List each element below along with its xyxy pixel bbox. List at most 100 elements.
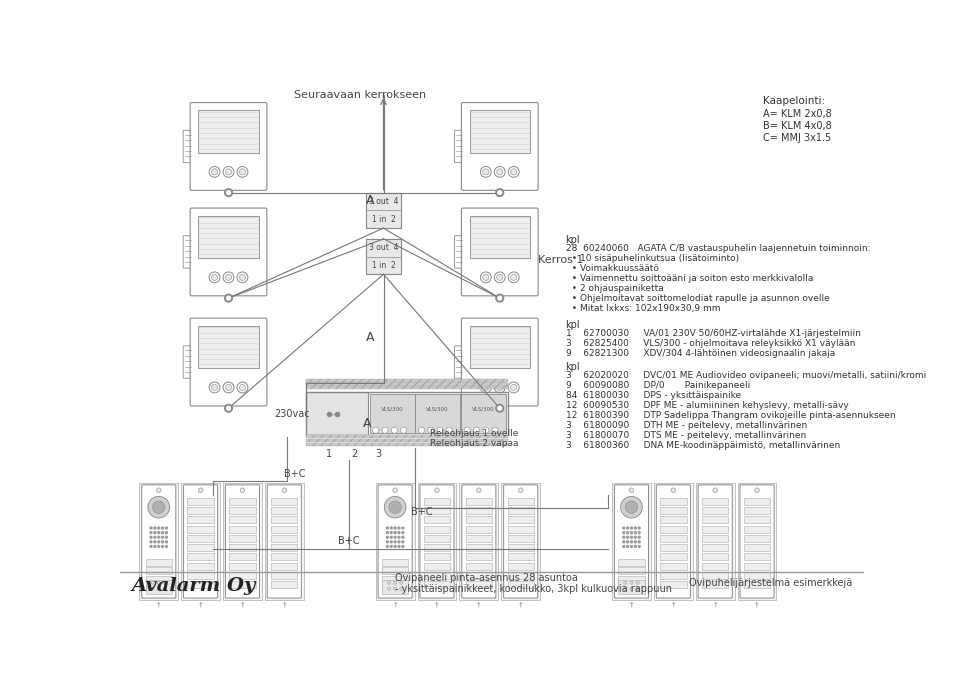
- Bar: [469, 110, 530, 153]
- Bar: [423, 526, 450, 533]
- Bar: [382, 576, 408, 583]
- Bar: [508, 554, 534, 560]
- Bar: [508, 507, 534, 514]
- Circle shape: [237, 382, 248, 393]
- Circle shape: [240, 488, 245, 493]
- FancyBboxPatch shape: [190, 103, 267, 190]
- Bar: [660, 526, 686, 533]
- Text: Releohjaus 1 ovelle: Releohjaus 1 ovelle: [430, 429, 518, 438]
- Bar: [187, 507, 214, 514]
- Bar: [306, 443, 508, 446]
- Bar: [737, 483, 777, 600]
- Circle shape: [165, 545, 167, 547]
- Text: †: †: [477, 602, 481, 608]
- Text: †: †: [394, 602, 396, 608]
- Bar: [660, 516, 686, 523]
- Circle shape: [395, 537, 396, 538]
- Circle shape: [395, 545, 396, 547]
- Circle shape: [150, 541, 152, 543]
- Circle shape: [157, 532, 159, 533]
- Bar: [146, 584, 172, 591]
- Text: 1 in  2: 1 in 2: [372, 261, 396, 270]
- Circle shape: [638, 541, 640, 543]
- Bar: [466, 507, 492, 514]
- Bar: [618, 576, 645, 583]
- Circle shape: [480, 167, 492, 178]
- Circle shape: [631, 537, 633, 538]
- Bar: [187, 535, 214, 542]
- Circle shape: [627, 537, 629, 538]
- Circle shape: [435, 488, 440, 493]
- Circle shape: [511, 274, 516, 280]
- Bar: [466, 581, 492, 588]
- Circle shape: [239, 169, 246, 175]
- Text: B+C: B+C: [283, 468, 305, 479]
- Circle shape: [446, 427, 452, 433]
- Text: †: †: [282, 602, 286, 608]
- Bar: [187, 572, 214, 578]
- Circle shape: [237, 272, 248, 283]
- Bar: [460, 483, 498, 600]
- Bar: [382, 584, 408, 591]
- Text: †: †: [713, 602, 717, 608]
- Circle shape: [476, 488, 481, 493]
- Circle shape: [508, 167, 519, 178]
- Circle shape: [419, 427, 424, 433]
- Circle shape: [391, 541, 393, 543]
- Bar: [271, 516, 298, 523]
- Bar: [271, 544, 298, 551]
- Text: • Vaimennettu soittoääni ja soiton esto merkkivalolla: • Vaimennettu soittoääni ja soiton esto …: [565, 274, 813, 284]
- Circle shape: [165, 537, 167, 538]
- Circle shape: [480, 382, 492, 393]
- Circle shape: [496, 189, 504, 196]
- Circle shape: [209, 382, 220, 393]
- Bar: [461, 394, 506, 433]
- Circle shape: [199, 488, 203, 493]
- FancyBboxPatch shape: [740, 485, 774, 598]
- Bar: [187, 581, 214, 588]
- Circle shape: [638, 527, 640, 529]
- Circle shape: [627, 545, 629, 547]
- Circle shape: [400, 427, 407, 433]
- Text: 3 out  4: 3 out 4: [369, 197, 398, 206]
- Bar: [229, 498, 255, 505]
- Bar: [744, 516, 770, 523]
- Circle shape: [437, 427, 444, 433]
- Circle shape: [623, 527, 625, 529]
- FancyBboxPatch shape: [378, 485, 412, 598]
- Circle shape: [496, 274, 503, 280]
- Circle shape: [398, 541, 400, 543]
- FancyBboxPatch shape: [454, 130, 466, 163]
- Text: VLS/300: VLS/300: [381, 406, 403, 412]
- Circle shape: [223, 272, 234, 283]
- Bar: [466, 526, 492, 533]
- Bar: [306, 386, 508, 389]
- Text: Ovipaneeli pinta-asennus 28 asuntoa: Ovipaneeli pinta-asennus 28 asuntoa: [396, 574, 578, 583]
- Bar: [654, 483, 693, 600]
- Text: Kaapelointi:: Kaapelointi:: [763, 97, 826, 107]
- Circle shape: [464, 427, 470, 433]
- Bar: [660, 554, 686, 560]
- Bar: [423, 507, 450, 514]
- Circle shape: [157, 587, 160, 591]
- Circle shape: [161, 537, 163, 538]
- Bar: [702, 535, 729, 542]
- Text: B+C: B+C: [412, 507, 433, 517]
- Circle shape: [398, 537, 400, 538]
- Bar: [702, 498, 729, 505]
- Bar: [508, 516, 534, 523]
- Bar: [744, 554, 770, 560]
- Circle shape: [157, 541, 159, 543]
- FancyBboxPatch shape: [454, 236, 466, 268]
- Bar: [618, 559, 645, 566]
- Text: 12  61800390     DTP Sadelippa Thangram ovikojeille pinta-asennukseen: 12 61800390 DTP Sadelippa Thangram oviko…: [565, 411, 896, 421]
- Circle shape: [393, 488, 397, 493]
- Bar: [146, 576, 172, 583]
- Circle shape: [635, 537, 636, 538]
- Text: B+C: B+C: [338, 537, 359, 547]
- Text: 3    62825400     VLS/300 - ohjelmoitava releyksikkö X1 väylään: 3 62825400 VLS/300 - ohjelmoitava releyk…: [565, 339, 855, 348]
- Bar: [187, 498, 214, 505]
- Circle shape: [623, 541, 625, 543]
- Circle shape: [282, 488, 287, 493]
- Bar: [265, 483, 303, 600]
